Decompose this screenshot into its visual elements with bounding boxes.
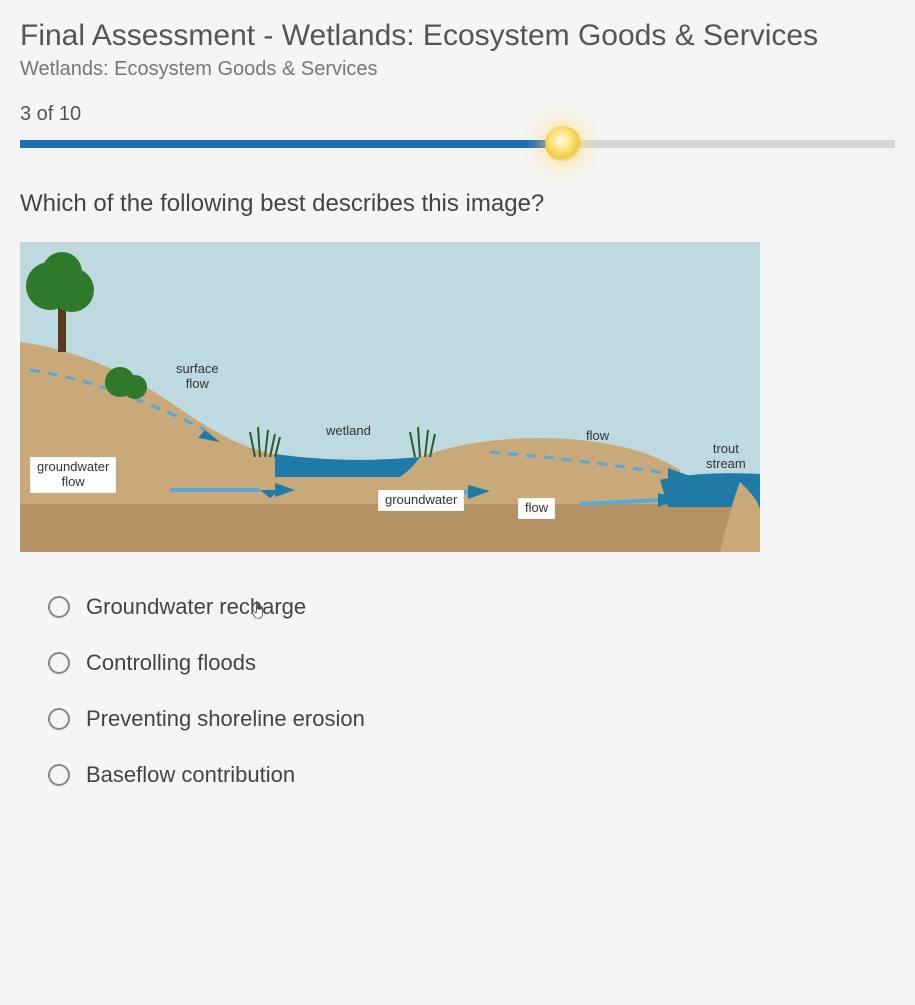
tree-leaf-1c <box>42 252 82 292</box>
bush-2 <box>123 375 147 399</box>
radio-icon <box>48 764 70 786</box>
question-counter: 3 of 10 <box>20 103 895 126</box>
option-label: Groundwater recharge <box>86 594 306 620</box>
option-2[interactable]: Preventing shoreline erosion <box>48 706 895 732</box>
question-prompt: Which of the following best describes th… <box>20 190 895 218</box>
option-3[interactable]: Baseflow contribution <box>48 762 895 788</box>
radio-icon <box>48 708 70 730</box>
progress-fill <box>20 140 563 148</box>
radio-icon <box>48 652 70 674</box>
option-label: Baseflow contribution <box>86 762 295 788</box>
option-label: Preventing shoreline erosion <box>86 706 365 732</box>
label-groundwater: groundwater <box>378 490 464 511</box>
soil-band <box>20 504 760 552</box>
progress-bar[interactable] <box>20 140 895 148</box>
option-1[interactable]: Controlling floods <box>48 650 895 676</box>
option-label: Controlling floods <box>86 650 256 676</box>
label-wetland: wetland <box>320 422 377 441</box>
option-0[interactable]: Groundwater recharge <box>48 594 895 620</box>
radio-icon <box>48 596 70 618</box>
question-diagram: surface flow wetland groundwater flow gr… <box>20 242 760 552</box>
label-flow-upper: flow <box>580 427 615 446</box>
label-groundwater-flow: groundwater flow <box>30 457 116 493</box>
page-title: Final Assessment - Wetlands: Ecosystem G… <box>20 18 895 54</box>
page-subtitle: Wetlands: Ecosystem Goods & Services <box>20 58 895 81</box>
label-surface-flow: surface flow <box>170 360 225 394</box>
label-flow-lower: flow <box>518 498 555 519</box>
options-group: Groundwater recharge Controlling floods … <box>20 594 895 788</box>
label-trout-stream: trout stream <box>700 440 752 474</box>
